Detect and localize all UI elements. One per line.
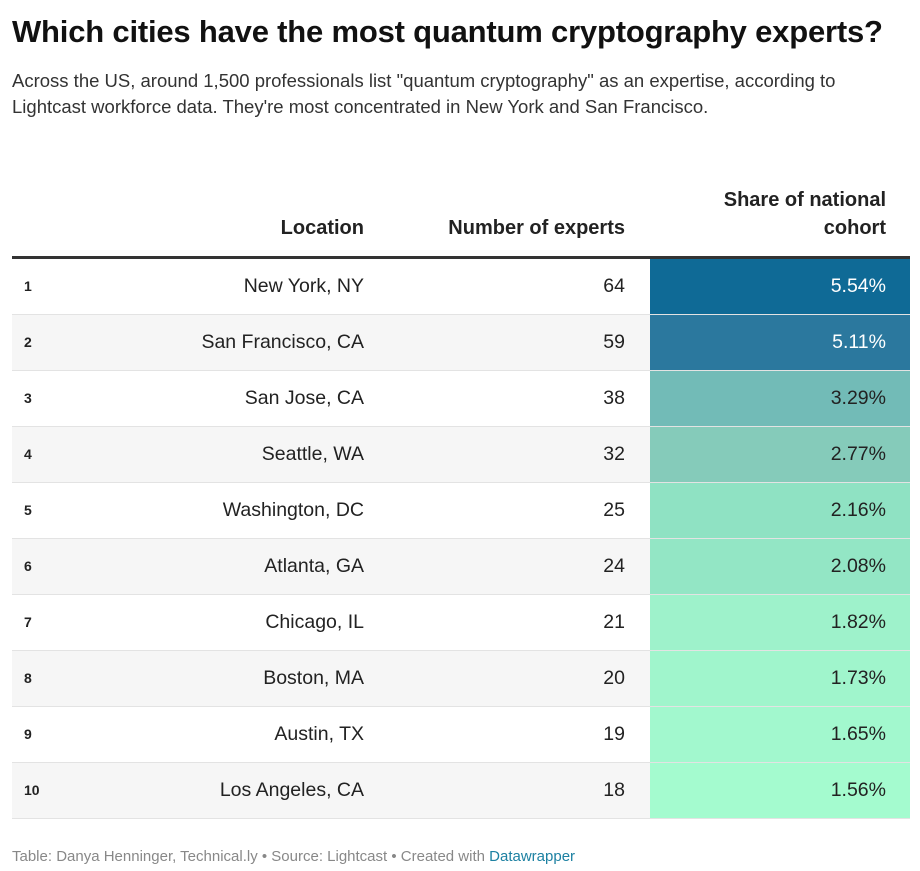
experts-cell: 25	[603, 499, 625, 521]
share-cell: 2.77%	[650, 427, 910, 482]
share-cell: 5.11%	[650, 315, 910, 370]
location-cell: Washington, DC	[222, 499, 364, 521]
table-row: 4 Seattle, WA 32 2.77%	[12, 427, 910, 483]
share-cell: 2.16%	[650, 483, 910, 538]
share-cell: 1.56%	[650, 763, 910, 818]
location-cell: Austin, TX	[274, 723, 364, 745]
experts-cell: 32	[603, 443, 625, 465]
rank-cell: 5	[24, 502, 32, 518]
experts-cell: 18	[603, 779, 625, 801]
header-row: Location Number of experts Share of nati…	[12, 180, 910, 259]
rank-cell: 3	[24, 390, 32, 406]
column-header: Location	[280, 217, 364, 239]
share-cell: 5.54%	[650, 259, 910, 314]
column-header: Number of experts	[448, 217, 625, 239]
share-cell: 2.08%	[650, 539, 910, 594]
rank-cell: 4	[24, 446, 32, 462]
table-row: 3 San Jose, CA 38 3.29%	[12, 371, 910, 427]
table-row: 8 Boston, MA 20 1.73%	[12, 651, 910, 707]
experts-cell: 38	[603, 387, 625, 409]
location-cell: San Francisco, CA	[201, 331, 364, 353]
rank-cell: 2	[24, 334, 32, 350]
share-cell: 3.29%	[650, 371, 910, 426]
location-cell: Chicago, IL	[265, 611, 364, 633]
location-cell: San Jose, CA	[244, 387, 364, 409]
experts-cell: 24	[603, 555, 625, 577]
table-body: 1 New York, NY 64 5.54% 2 San Francisco, CA 59…	[12, 259, 910, 819]
rank-cell: 7	[24, 614, 32, 630]
experts-cell: 20	[603, 667, 625, 689]
location-cell: Atlanta, GA	[264, 555, 364, 577]
rank-cell: 10	[24, 782, 40, 798]
footer-text: Table: Danya Henninger, Technical.ly • S…	[12, 848, 485, 865]
table: Location Number of experts Share of nati…	[12, 180, 910, 819]
table-row: 6 Atlanta, GA 24 2.08%	[12, 539, 910, 595]
location-cell: Los Angeles, CA	[219, 779, 364, 801]
subtitle: Across the US, around 1,500 professional…	[12, 70, 836, 117]
experts-cell: 21	[603, 611, 625, 633]
footer-link[interactable]: Datawrapper	[489, 848, 576, 865]
share-cell: 1.73%	[650, 651, 910, 706]
table-row: 1 New York, NY 64 5.54%	[12, 259, 910, 315]
table-row: 2 San Francisco, CA 59 5.11%	[12, 315, 910, 371]
location-cell: New York, NY	[243, 275, 364, 297]
rank-cell: 6	[24, 558, 32, 574]
share-cell: 1.65%	[650, 707, 910, 762]
rank-cell: 8	[24, 670, 32, 686]
table-row: 5 Washington, DC 25 2.16%	[12, 483, 910, 539]
share-cell: 1.82%	[650, 595, 910, 650]
rank-cell: 9	[24, 726, 32, 742]
rank-cell: 1	[24, 278, 32, 294]
column-header: Share of national cohort	[723, 189, 886, 239]
table-row: 10 Los Angeles, CA 18 1.56%	[12, 763, 910, 819]
table-row: 7 Chicago, IL 21 1.82%	[12, 595, 910, 651]
experts-cell: 59	[603, 331, 625, 353]
title: Which cities have the most quantum crypt…	[12, 14, 883, 49]
table-row: 9 Austin, TX 19 1.65%	[12, 707, 910, 763]
location-cell: Seattle, WA	[261, 443, 364, 465]
location-cell: Boston, MA	[263, 667, 364, 689]
footer: Table: Danya Henninger, Technical.ly • S…	[12, 848, 575, 865]
experts-cell: 19	[603, 723, 625, 745]
experts-cell: 64	[603, 275, 625, 297]
